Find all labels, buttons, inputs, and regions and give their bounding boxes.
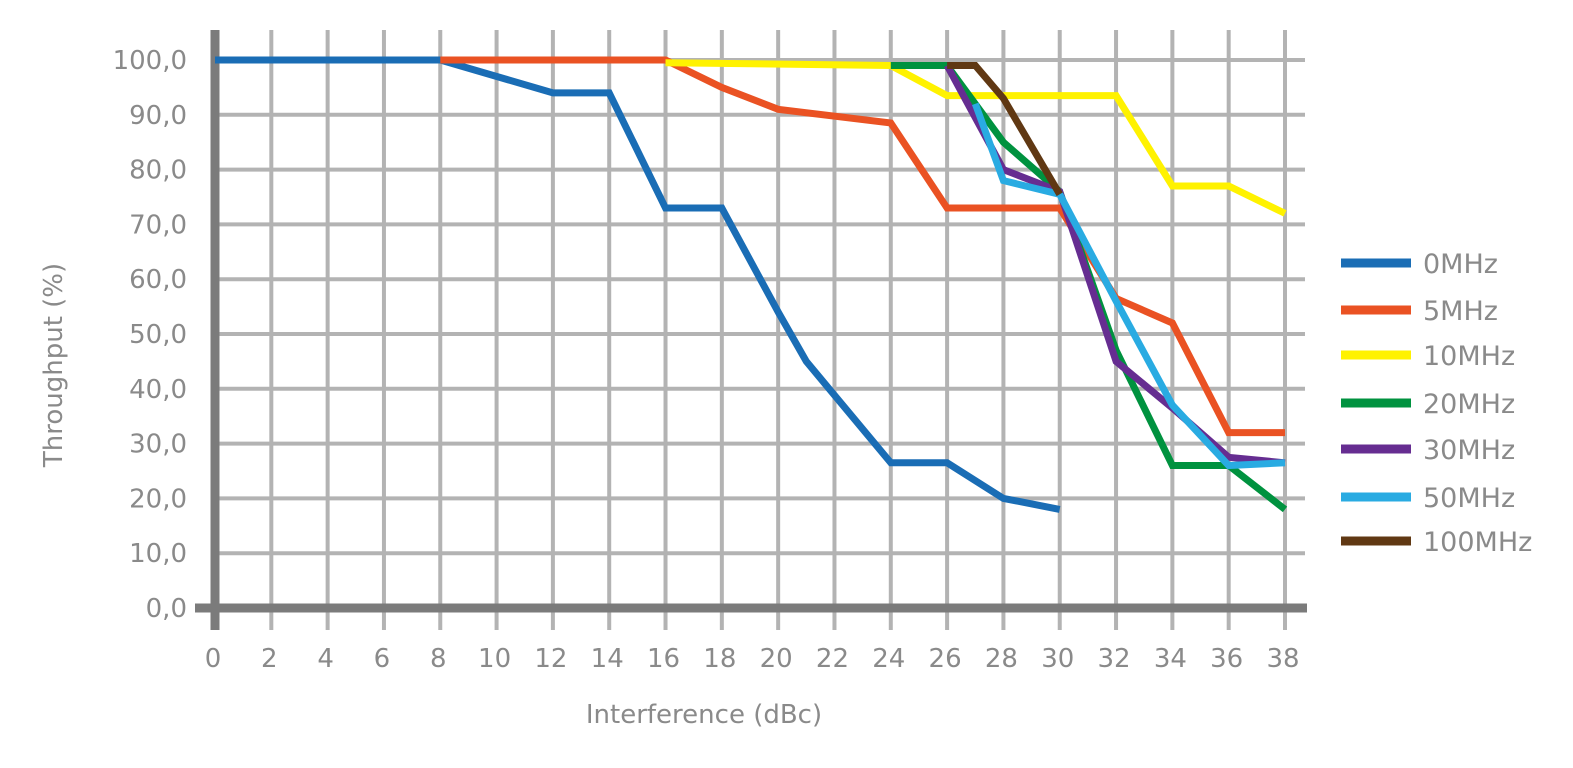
x-tick-label: 24	[872, 644, 905, 674]
y-tick-label: 40,0	[129, 375, 187, 405]
x-tick-label: 28	[985, 644, 1018, 674]
y-tick-label: 70,0	[129, 210, 187, 240]
legend-label: 5MHz	[1423, 296, 1498, 327]
x-tick-label: 20	[760, 644, 793, 674]
y-tick-label: 60,0	[129, 265, 187, 295]
x-tick-label: 36	[1210, 644, 1243, 674]
x-tick-label: 6	[374, 644, 391, 674]
y-tick-label: 10,0	[129, 539, 187, 569]
y-tick-label: 30,0	[129, 430, 187, 460]
x-tick-label: 10	[478, 644, 511, 674]
legend-label: 20MHz	[1423, 389, 1515, 420]
x-tick-label: 14	[591, 644, 624, 674]
series-line-100mhz	[947, 62, 1063, 197]
series-line-5mhz	[440, 56, 1285, 437]
y-tick-label: 100,0	[113, 46, 187, 76]
legend-label: 0MHz	[1423, 249, 1498, 280]
series-line-30mhz	[944, 63, 1286, 467]
x-tick-label: 18	[703, 644, 736, 674]
x-tick-label: 34	[1154, 644, 1187, 674]
legend-label: 50MHz	[1423, 483, 1515, 514]
legend-label: 10MHz	[1423, 341, 1515, 372]
legend-label: 30MHz	[1423, 435, 1515, 466]
series-lines	[215, 56, 1288, 513]
x-tick-label: 4	[317, 644, 334, 674]
y-tick-label: 50,0	[129, 320, 187, 350]
legend-label: 100MHz	[1423, 527, 1532, 558]
series-line-50mhz	[972, 102, 1286, 470]
series-line-0mhz	[215, 56, 1061, 513]
legend: 0MHz 5MHz 10MHz 20MHz 30MHz 50MHz 100MHz	[1341, 249, 1532, 558]
x-tick-label: 32	[1098, 644, 1131, 674]
y-tick-label: 20,0	[129, 484, 187, 514]
x-axis-label: Interference (dBc)	[586, 700, 822, 730]
x-tick-label: 22	[816, 644, 849, 674]
x-tick-label: 2	[261, 644, 278, 674]
tick-labels: 0,0 10,0 20,0 30,0 40,0 50,0 60,0 70,0 80,0 90,0 1…	[113, 46, 1300, 674]
grid	[215, 30, 1305, 630]
y-axis-label: Throughput (%)	[39, 263, 69, 468]
x-tick-label: 0	[205, 644, 222, 674]
x-tick-label: 16	[647, 644, 680, 674]
x-tick-label: 12	[534, 644, 567, 674]
x-tick-label: 30	[1041, 644, 1074, 674]
series-line-10mhz	[665, 59, 1287, 217]
x-tick-label: 26	[929, 644, 962, 674]
x-tick-label: 38	[1266, 644, 1299, 674]
y-tick-label: 90,0	[129, 101, 187, 131]
x-tick-label: 8	[430, 644, 447, 674]
axes	[195, 30, 1307, 630]
y-tick-label: 80,0	[129, 156, 187, 186]
y-tick-label: 0,0	[146, 594, 187, 624]
